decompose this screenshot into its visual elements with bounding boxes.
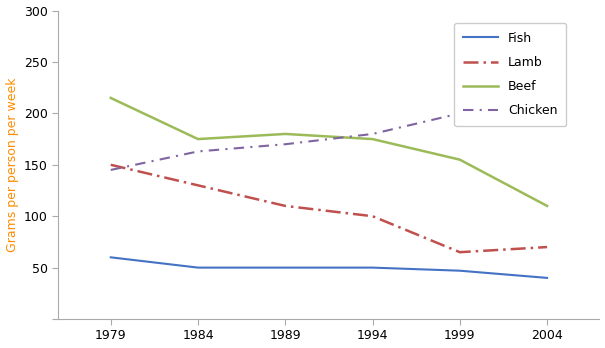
Legend: Fish, Lamb, Beef, Chicken: Fish, Lamb, Beef, Chicken: [454, 23, 566, 126]
Y-axis label: Grams per person per week: Grams per person per week: [5, 78, 19, 252]
